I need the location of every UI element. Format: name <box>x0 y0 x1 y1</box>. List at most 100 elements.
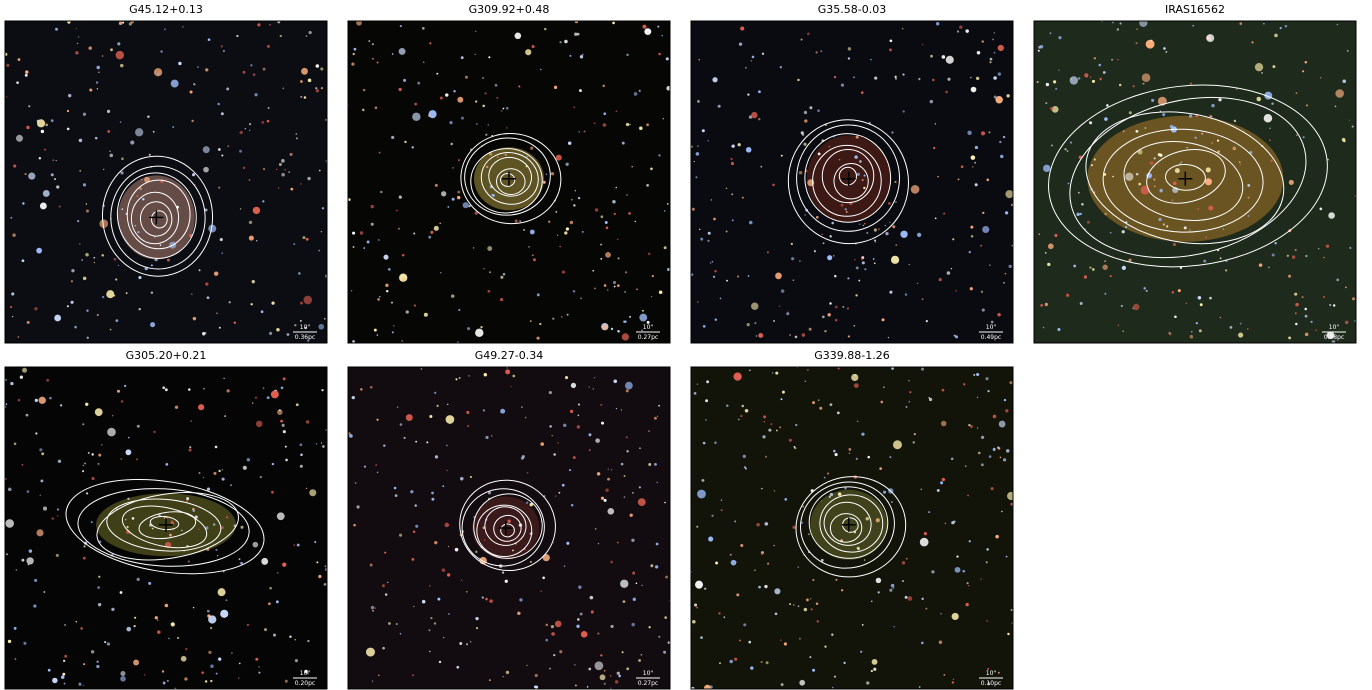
star <box>433 225 439 231</box>
star <box>50 173 54 177</box>
star <box>695 176 698 179</box>
scale-length: 0.36pc <box>295 334 315 341</box>
star <box>1111 58 1113 61</box>
star <box>487 246 493 251</box>
star <box>1036 80 1039 83</box>
star <box>1274 242 1277 245</box>
star <box>301 67 308 75</box>
star <box>262 168 266 171</box>
scale-length: 0.10pc <box>981 680 1001 687</box>
star <box>447 545 450 548</box>
star <box>967 130 972 136</box>
star <box>751 111 758 119</box>
star <box>193 83 196 86</box>
star <box>351 62 355 66</box>
star <box>524 416 527 419</box>
star <box>895 201 897 203</box>
star <box>370 204 374 209</box>
star <box>410 490 414 494</box>
star <box>467 327 471 331</box>
star <box>1047 262 1051 267</box>
star <box>771 372 774 374</box>
star <box>1247 183 1251 187</box>
star <box>398 227 400 230</box>
star <box>925 607 928 610</box>
star <box>617 541 619 544</box>
star <box>1104 117 1108 121</box>
star <box>602 324 608 331</box>
star <box>1001 510 1003 513</box>
star <box>605 252 611 258</box>
star <box>191 119 194 123</box>
star <box>928 396 931 399</box>
panel-frame <box>1033 20 1357 344</box>
star <box>980 244 983 247</box>
star <box>1168 331 1171 335</box>
star <box>376 418 379 421</box>
star <box>1109 275 1112 278</box>
star <box>625 389 629 393</box>
star <box>612 21 615 25</box>
star <box>982 225 990 234</box>
star <box>542 554 550 562</box>
star <box>970 155 976 160</box>
star <box>402 278 405 281</box>
star <box>1294 292 1298 296</box>
star <box>475 550 478 553</box>
star <box>88 46 92 50</box>
star <box>64 624 66 626</box>
star <box>700 636 703 640</box>
star <box>610 624 614 629</box>
star <box>413 304 417 307</box>
star <box>712 77 718 83</box>
star <box>315 443 318 445</box>
star <box>457 190 461 194</box>
star <box>194 515 198 519</box>
star <box>399 533 403 537</box>
star <box>920 488 923 491</box>
star <box>1162 113 1166 117</box>
star <box>1332 304 1336 307</box>
scale-length: 0.27pc <box>638 680 658 687</box>
star <box>186 497 190 501</box>
star <box>489 599 493 603</box>
star <box>992 447 996 451</box>
star <box>758 585 761 589</box>
star <box>691 273 694 276</box>
star <box>615 186 617 189</box>
star <box>431 497 435 501</box>
star <box>86 336 89 339</box>
star <box>353 47 357 51</box>
star <box>417 81 421 85</box>
star <box>450 142 453 146</box>
star <box>905 557 908 560</box>
star <box>626 449 629 453</box>
star <box>718 612 721 615</box>
star <box>730 157 733 161</box>
star <box>555 211 558 213</box>
star <box>420 368 423 370</box>
star <box>590 610 594 614</box>
star <box>1070 77 1073 80</box>
star <box>38 157 42 160</box>
star <box>475 617 479 621</box>
star <box>98 540 102 543</box>
star <box>701 478 705 482</box>
star <box>279 34 282 38</box>
star <box>766 562 770 565</box>
star <box>762 435 766 439</box>
star <box>450 294 455 298</box>
star <box>998 420 1006 428</box>
star <box>706 380 710 384</box>
star <box>872 258 875 260</box>
star <box>271 462 275 466</box>
star <box>299 443 303 447</box>
star <box>577 414 580 417</box>
star <box>1125 172 1134 181</box>
star <box>62 659 66 663</box>
star <box>512 549 514 552</box>
contour <box>1164 164 1206 191</box>
star <box>221 252 224 255</box>
star <box>34 398 38 402</box>
star <box>393 325 395 327</box>
